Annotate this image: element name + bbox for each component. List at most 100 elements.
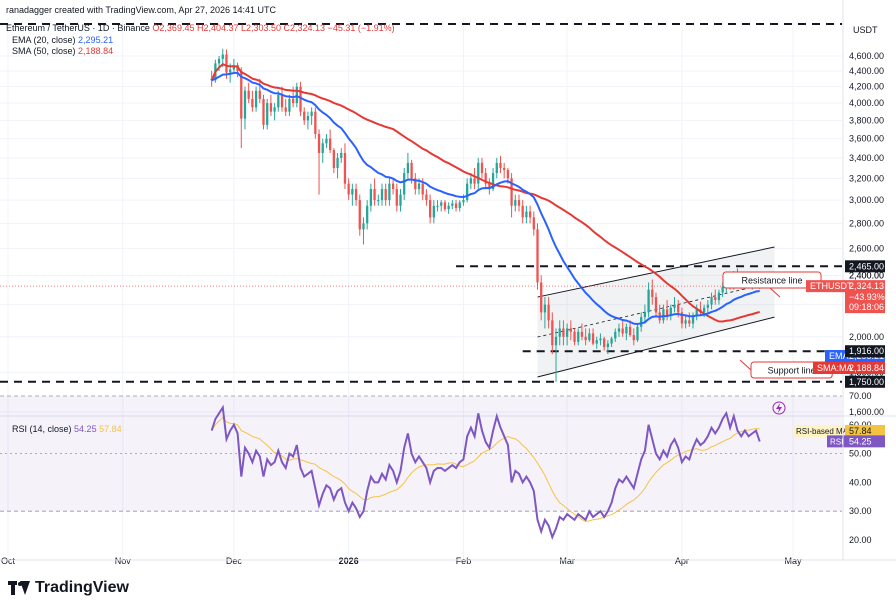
candle-body: [514, 200, 517, 206]
rsi-line[interactable]: [210, 404, 761, 540]
sma-50-line[interactable]: [210, 63, 760, 323]
tag-sma: SMA:MA: [813, 362, 853, 374]
candle-body: [599, 338, 602, 341]
label-resistance: 2,465.00: [845, 260, 885, 273]
candle-body: [347, 183, 350, 195]
label-bottom-text: 1,750.00: [849, 377, 884, 387]
resistance-callout-pointer: [769, 287, 781, 298]
label-resistance-text: 2,465.00: [849, 261, 884, 271]
candle-body: [691, 315, 695, 324]
price-tick-label: 2,600.00: [849, 243, 884, 253]
label-last-price: 2,324.13: [845, 280, 885, 293]
candle: [328, 129, 332, 153]
time-axis-label: Feb: [456, 556, 472, 566]
axis-unit-label: USDT: [853, 25, 878, 35]
candle: [554, 328, 558, 382]
candle-body: [251, 98, 254, 108]
lightning-icon[interactable]: [772, 401, 786, 415]
candle: [469, 173, 473, 190]
candle: [691, 312, 695, 329]
candle: [651, 279, 654, 305]
candle-body: [414, 178, 417, 190]
candle-body: [569, 328, 572, 332]
candle-body: [369, 189, 373, 206]
time-axis-label: Apr: [675, 556, 689, 566]
candle: [551, 312, 554, 355]
time-axis-label: Dec: [226, 556, 243, 566]
candle: [310, 107, 313, 125]
candle: [380, 183, 384, 206]
candle: [503, 162, 506, 179]
candle: [632, 328, 635, 346]
candle-body: [358, 200, 361, 230]
candle: [269, 94, 273, 116]
candle-body: [395, 189, 398, 206]
candle-body: [580, 331, 584, 337]
rsi-tick-label: 20.00: [849, 535, 872, 545]
candle: [591, 328, 595, 346]
candle: [580, 323, 584, 341]
resistance-callout[interactable]: Resistance line: [722, 271, 822, 289]
candle-body: [517, 200, 521, 206]
candle-body: [547, 304, 550, 321]
candle: [454, 200, 458, 212]
tag-sma-text: SMA:MA: [817, 363, 853, 373]
candle-body: [340, 152, 343, 158]
candle-body: [506, 170, 510, 179]
tag-ethusdt: ETHUSDT: [806, 280, 853, 293]
candle: [384, 183, 387, 206]
resistance-callout-text: Resistance line: [741, 276, 802, 286]
label-rsi: RSI 54.25: [827, 435, 885, 448]
label-countdown-bg: [845, 301, 885, 314]
candle-body: [399, 194, 402, 206]
ema-20-line[interactable]: [211, 71, 760, 326]
tradingview-logo[interactable]: TradingView: [8, 579, 129, 597]
ema-legend[interactable]: EMA (20, close) 2,295.21: [12, 35, 113, 46]
candle: [332, 148, 335, 174]
candle: [447, 202, 450, 214]
candle: [391, 178, 395, 195]
candle-body: [706, 304, 709, 308]
candle: [425, 189, 428, 206]
candle: [336, 152, 339, 179]
candle: [558, 320, 561, 346]
rsi-tick-label: 60.00: [849, 420, 872, 430]
candle-body: [565, 328, 569, 337]
candle: [373, 178, 376, 206]
candle-body: [284, 107, 287, 112]
time-axis-label: 2026: [339, 556, 359, 566]
rsi-pane: 20.00 30.00 40.00 50.00 60.00 70.00 RSI-based …: [0, 391, 896, 545]
candle-body: [436, 205, 439, 207]
price-tick-label: 3,400.00: [849, 153, 884, 163]
candle: [710, 292, 713, 310]
candle: [288, 94, 291, 116]
label-last-price-text: 2,324.13: [849, 281, 884, 291]
rsi-ma-line[interactable]: [211, 416, 760, 523]
price-tick-label: 4,600.00: [849, 51, 884, 61]
sma-legend[interactable]: SMA (50, close) 2,188.84: [12, 46, 113, 57]
candle-body: [354, 189, 358, 201]
resistance-trendline[interactable]: [537, 246, 775, 298]
rsi-ma-legend-value: 57.84: [99, 424, 122, 434]
candle: [369, 183, 373, 212]
candle-body: [240, 70, 243, 119]
candle: [258, 78, 261, 104]
candle: [547, 297, 550, 329]
candle: [621, 320, 624, 337]
candle-body: [491, 173, 495, 190]
candle: [543, 297, 547, 329]
label-resistance-bg: [845, 260, 885, 273]
candle-body: [488, 183, 491, 190]
candle-body: [603, 338, 606, 348]
candle-body: [536, 229, 539, 283]
candle: [603, 336, 606, 351]
rsi-legend[interactable]: RSI (14, close) 54.25 57.84: [12, 424, 122, 435]
candle-body: [295, 86, 298, 104]
candle-body: [521, 205, 524, 218]
tradingview-logo-icon: [8, 581, 30, 595]
candle: [647, 282, 650, 318]
candle: [247, 82, 250, 104]
candle-body: [351, 189, 354, 195]
support-trendline[interactable]: [537, 316, 775, 378]
